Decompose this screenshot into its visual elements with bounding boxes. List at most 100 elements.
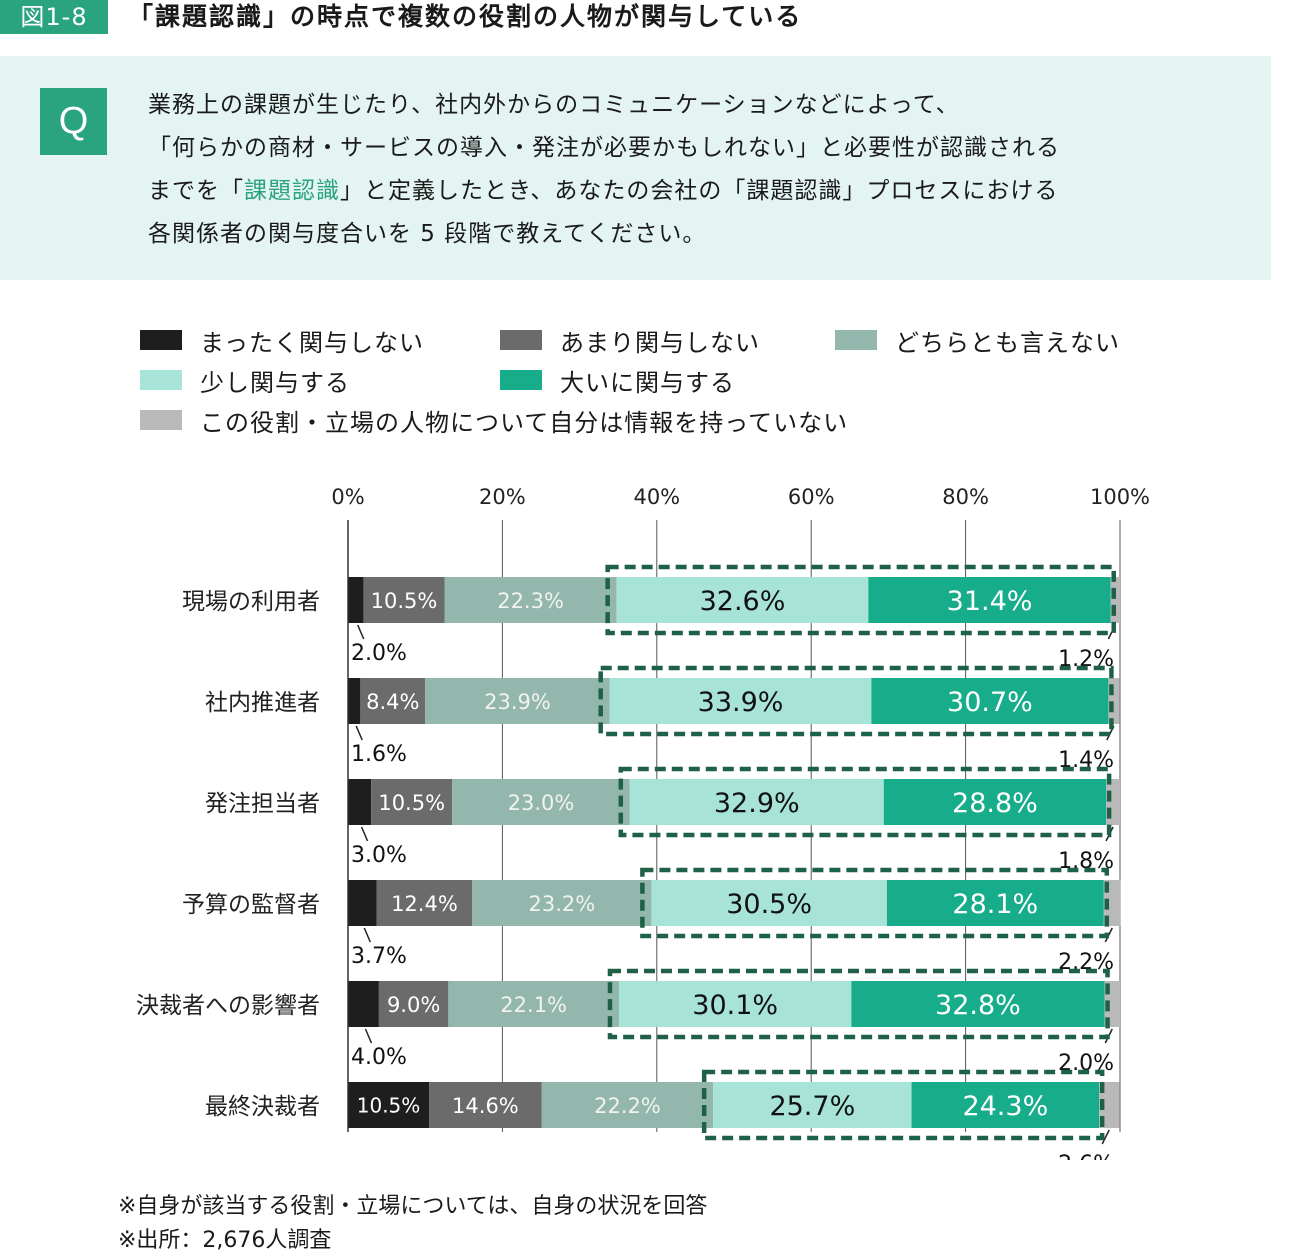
legend-label: 大いに関与する bbox=[560, 368, 735, 397]
legend-item-somewhat-involved: 少し関与する bbox=[140, 362, 350, 398]
bar-segment bbox=[713, 1082, 912, 1128]
data-label: 10.5% bbox=[357, 1093, 421, 1117]
bar-segment bbox=[371, 779, 453, 825]
footnote-2: ※出所：2,676人調査 bbox=[118, 1228, 332, 1253]
category-label: 社内推進者 bbox=[205, 690, 320, 716]
data-label: 22.2% bbox=[594, 1094, 661, 1118]
highlight-box bbox=[605, 564, 1116, 636]
question-text: 業務上の課題が生じたり、社内外からのコミュニケーションなどによって、 「何らかの… bbox=[148, 84, 1248, 256]
x-tick-label: 40% bbox=[633, 485, 680, 509]
data-label-outside: 2.6% bbox=[1058, 1152, 1114, 1160]
bar-segment bbox=[425, 678, 610, 724]
data-label-outside: 3.7% bbox=[351, 944, 407, 969]
legend-item-highly-involved: 大いに関与する bbox=[500, 362, 735, 398]
legend-swatch bbox=[500, 370, 542, 390]
data-label: 12.4% bbox=[391, 892, 458, 916]
leader-line bbox=[360, 826, 369, 842]
bar-segment bbox=[348, 678, 361, 724]
bar-segment bbox=[444, 577, 617, 623]
legend-swatch bbox=[500, 330, 542, 350]
legend-label: どちらとも言えない bbox=[895, 328, 1120, 357]
data-label: 23.2% bbox=[528, 892, 595, 916]
bar-segment bbox=[868, 577, 1111, 623]
question-line-3-before: までを「 bbox=[148, 178, 244, 204]
legend-label: まったく関与しない bbox=[200, 328, 425, 357]
data-label: 31.4% bbox=[947, 586, 1033, 617]
bar-segment bbox=[360, 678, 426, 724]
legend-label: この役割・立場の人物について自分は情報を持っていない bbox=[200, 408, 849, 437]
bar-segment bbox=[886, 880, 1104, 926]
data-label: 23.9% bbox=[484, 690, 551, 714]
data-label: 22.1% bbox=[500, 993, 567, 1017]
data-label: 14.6% bbox=[452, 1094, 519, 1118]
x-tick-label: 60% bbox=[788, 485, 835, 509]
data-label: 32.6% bbox=[700, 586, 786, 617]
question-line-1: 業務上の課題が生じたり、社内外からのコミュニケーションなどによって、 bbox=[148, 92, 960, 118]
bar-segment bbox=[348, 577, 364, 623]
legend-swatch bbox=[140, 370, 182, 390]
bar-segment bbox=[348, 779, 372, 825]
highlight-box bbox=[618, 766, 1112, 838]
x-tick-label: 0% bbox=[331, 485, 364, 509]
highlight-box bbox=[640, 867, 1110, 939]
data-label-outside: 3.0% bbox=[351, 843, 407, 868]
bar-segment bbox=[1110, 577, 1120, 623]
leader-line bbox=[363, 927, 371, 943]
data-label: 30.7% bbox=[947, 687, 1033, 718]
bar-segment bbox=[541, 1082, 714, 1128]
legend-item-not-involved: まったく関与しない bbox=[140, 322, 424, 358]
legend-swatch bbox=[140, 410, 182, 430]
bar-segment bbox=[651, 880, 887, 926]
category-label: 決裁者への影響者 bbox=[136, 993, 320, 1019]
stacked-bar-chart: 0% 20% 40% 60% 80% 100% 現場の利用者 10.5% 22.3% 32.6% 3… bbox=[136, 485, 1150, 1160]
bar-segment bbox=[883, 779, 1107, 825]
data-label: 23.0% bbox=[508, 791, 575, 815]
legend-item-rarely-involved: あまり関与しない bbox=[500, 322, 760, 358]
legend-item-neutral: どちらとも言えない bbox=[835, 322, 1120, 358]
category-label: 発注担当者 bbox=[205, 791, 320, 817]
x-tick-label: 80% bbox=[942, 485, 989, 509]
bar-segment bbox=[1108, 678, 1120, 724]
data-label: 24.3% bbox=[962, 1091, 1048, 1122]
question-line-3-after: 」と定義したとき、あなたの会社の「課題認識」プロセスにおける bbox=[340, 178, 1059, 204]
data-label: 8.4% bbox=[366, 690, 419, 714]
question-highlight-term: 課題認識 bbox=[244, 178, 340, 204]
bar-segment bbox=[363, 577, 445, 623]
data-label: 30.5% bbox=[726, 889, 812, 920]
data-label: 28.1% bbox=[952, 889, 1038, 920]
bar-segment bbox=[609, 678, 872, 724]
highlight-box bbox=[598, 665, 1114, 737]
figure-label: 図1-8 bbox=[0, 0, 108, 34]
question-line-3: までを「課題認識」と定義したとき、あなたの会社の「課題認識」プロセスにおける bbox=[148, 170, 1248, 213]
bar-segment bbox=[618, 981, 852, 1027]
data-label-outside: 4.0% bbox=[351, 1045, 407, 1070]
leader-line bbox=[364, 1028, 373, 1044]
data-label: 9.0% bbox=[387, 993, 440, 1017]
data-label: 33.9% bbox=[698, 687, 784, 718]
bar-segment bbox=[376, 880, 473, 926]
bar-segment bbox=[452, 779, 630, 825]
question-box: Q 業務上の課題が生じたり、社内外からのコミュニケーションなどによって、 「何ら… bbox=[0, 56, 1271, 280]
x-tick-label: 100% bbox=[1090, 485, 1150, 509]
bar-segment bbox=[629, 779, 884, 825]
legend-label: 少し関与する bbox=[200, 368, 350, 397]
bar-segment bbox=[348, 981, 379, 1027]
data-label: 10.5% bbox=[378, 791, 445, 815]
category-label: 現場の利用者 bbox=[182, 589, 320, 615]
question-line-2: 「何らかの商材・サービスの導入・発注が必要かもしれない」と必要性が認識される bbox=[148, 135, 1060, 161]
data-label-outside: 2.0% bbox=[351, 641, 407, 666]
leader-line bbox=[357, 624, 365, 640]
data-label: 32.8% bbox=[935, 990, 1021, 1021]
leader-line bbox=[355, 725, 363, 741]
data-label: 32.9% bbox=[714, 788, 800, 819]
footnote-1: ※自身が該当する役割・立場については、自身の状況を回答 bbox=[118, 1194, 708, 1219]
x-tick-label: 20% bbox=[479, 485, 526, 509]
legend-item-no-information: この役割・立場の人物について自分は情報を持っていない bbox=[140, 402, 848, 438]
data-label: 10.5% bbox=[371, 589, 438, 613]
bar-segment bbox=[348, 1082, 430, 1128]
bar-segment bbox=[472, 880, 652, 926]
data-label: 22.3% bbox=[497, 589, 564, 613]
data-label: 28.8% bbox=[952, 788, 1038, 819]
question-line-4: 各関係者の関与度合いを 5 段階で教えてください。 bbox=[148, 221, 707, 247]
question-badge: Q bbox=[40, 88, 107, 155]
